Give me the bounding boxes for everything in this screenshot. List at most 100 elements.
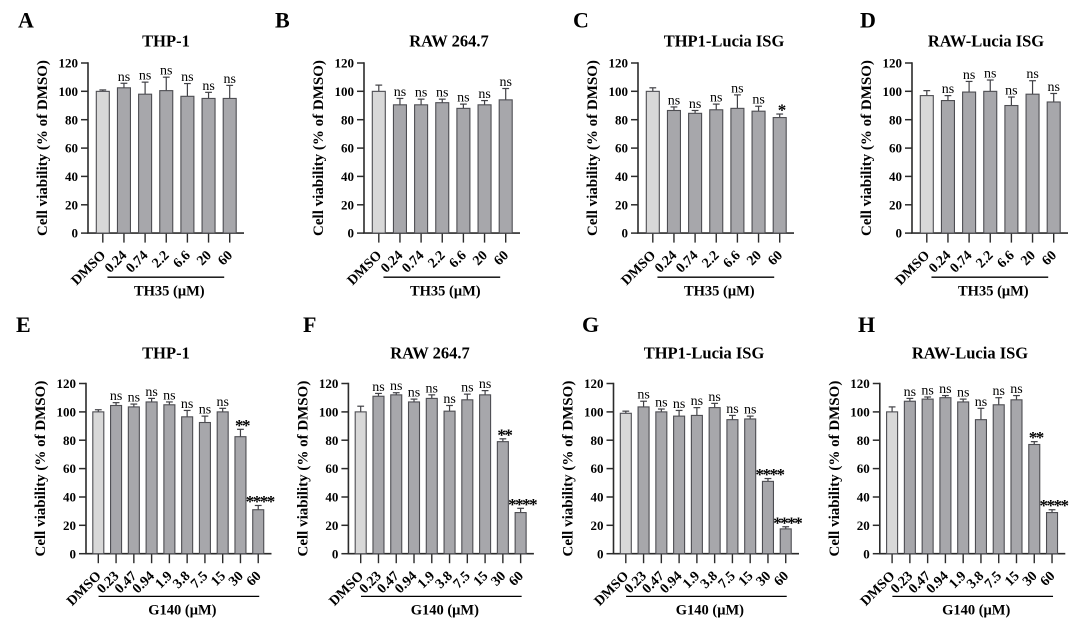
svg-text:60: 60 [325,461,338,476]
svg-text:80: 80 [857,433,870,448]
svg-text:ns: ns [216,395,228,410]
svg-text:E: E [16,312,31,337]
svg-text:ns: ns [479,377,491,392]
svg-text:ns: ns [710,91,722,106]
svg-text:60: 60 [341,141,354,156]
svg-text:ns: ns [110,389,122,404]
svg-text:ns: ns [372,380,384,395]
svg-text:0: 0 [348,226,355,241]
svg-text:Cell viability (% of DMSO): Cell viability (% of DMSO) [33,381,49,557]
svg-text:ns: ns [655,396,667,411]
svg-text:80: 80 [341,112,354,127]
svg-text:ns: ns [963,68,975,83]
svg-text:40: 40 [591,490,604,505]
svg-text:80: 80 [889,112,902,127]
svg-text:120: 120 [850,376,870,391]
svg-text:ns: ns [457,91,469,106]
svg-text:60: 60 [65,141,78,156]
svg-text:ns: ns [181,397,193,412]
svg-text:ns: ns [139,69,151,84]
svg-text:THP-1: THP-1 [142,32,190,51]
svg-text:80: 80 [63,433,76,448]
svg-text:Cell viability (% of DMSO): Cell viability (% of DMSO) [295,381,311,557]
svg-text:60: 60 [63,461,76,476]
svg-text:****: **** [773,513,802,532]
svg-text:80: 80 [65,112,78,127]
svg-text:G140 (μM): G140 (μM) [676,602,744,618]
svg-text:60: 60 [889,141,902,156]
svg-text:ns: ns [904,385,916,400]
svg-text:60: 60 [591,461,604,476]
svg-text:ns: ns [726,402,738,417]
svg-text:ns: ns [957,386,969,401]
svg-text:ns: ns [1005,84,1017,99]
svg-text:****: **** [246,492,275,511]
svg-text:D: D [860,8,876,33]
svg-text:ns: ns [202,79,214,94]
svg-text:ns: ns [163,388,175,403]
svg-text:60: 60 [857,461,870,476]
svg-text:100: 100 [609,84,629,99]
svg-text:Cell viability (% of DMSO): Cell viability (% of DMSO) [859,60,875,236]
svg-text:Cell viability (% of DMSO): Cell viability (% of DMSO) [585,60,601,236]
svg-text:100: 100 [883,84,903,99]
svg-text:0: 0 [863,546,870,561]
svg-text:40: 40 [889,169,902,184]
svg-text:ns: ns [637,388,649,403]
svg-text:ns: ns [708,390,720,405]
svg-text:ns: ns [673,397,685,412]
svg-text:TH35 (μM): TH35 (μM) [684,284,755,300]
svg-text:TH35 (μM): TH35 (μM) [134,284,205,300]
svg-text:ns: ns [394,85,406,100]
svg-text:0: 0 [622,226,629,241]
svg-text:20: 20 [615,197,628,212]
svg-text:120: 120 [319,376,339,391]
svg-text:60: 60 [615,141,628,156]
svg-text:*: * [778,101,786,120]
svg-text:F: F [303,312,316,337]
svg-text:****: **** [508,495,537,514]
svg-text:ns: ns [744,403,756,418]
svg-text:TH35 (μM): TH35 (μM) [410,284,481,300]
svg-text:ns: ns [984,67,996,82]
svg-text:0: 0 [70,546,77,561]
svg-text:120: 120 [59,56,79,71]
svg-text:20: 20 [341,197,354,212]
svg-text:ns: ns [939,382,951,397]
svg-text:ns: ns [160,64,172,79]
svg-text:120: 120 [883,56,903,71]
svg-text:40: 40 [857,490,870,505]
svg-text:ns: ns [461,381,473,396]
svg-text:ns: ns [752,93,764,108]
svg-text:A: A [18,8,34,33]
svg-text:100: 100 [584,405,604,420]
svg-text:40: 40 [325,490,338,505]
svg-text:H: H [858,312,875,337]
svg-text:ns: ns [181,70,193,85]
svg-text:100: 100 [59,84,79,99]
svg-text:ns: ns [390,379,402,394]
svg-text:0: 0 [597,546,604,561]
svg-text:ns: ns [691,394,703,409]
svg-text:THP1-Lucia ISG: THP1-Lucia ISG [664,32,785,51]
svg-text:ns: ns [478,87,490,102]
svg-text:ns: ns [118,70,130,85]
svg-text:20: 20 [63,518,76,533]
svg-text:80: 80 [615,112,628,127]
svg-text:****: **** [755,465,784,484]
svg-text:120: 120 [335,56,355,71]
svg-text:G: G [582,312,599,337]
svg-text:80: 80 [325,433,338,448]
svg-text:ns: ns [145,385,157,400]
svg-text:ns: ns [415,86,427,101]
svg-text:ns: ns [426,381,438,396]
svg-text:ns: ns [199,403,211,418]
svg-text:****: **** [1040,496,1069,515]
svg-text:ns: ns [731,81,743,96]
svg-text:80: 80 [591,433,604,448]
svg-text:G140 (μM): G140 (μM) [148,602,216,618]
svg-text:20: 20 [65,197,78,212]
svg-text:ns: ns [921,383,933,398]
svg-text:ns: ns [689,97,701,112]
svg-text:100: 100 [319,405,339,420]
